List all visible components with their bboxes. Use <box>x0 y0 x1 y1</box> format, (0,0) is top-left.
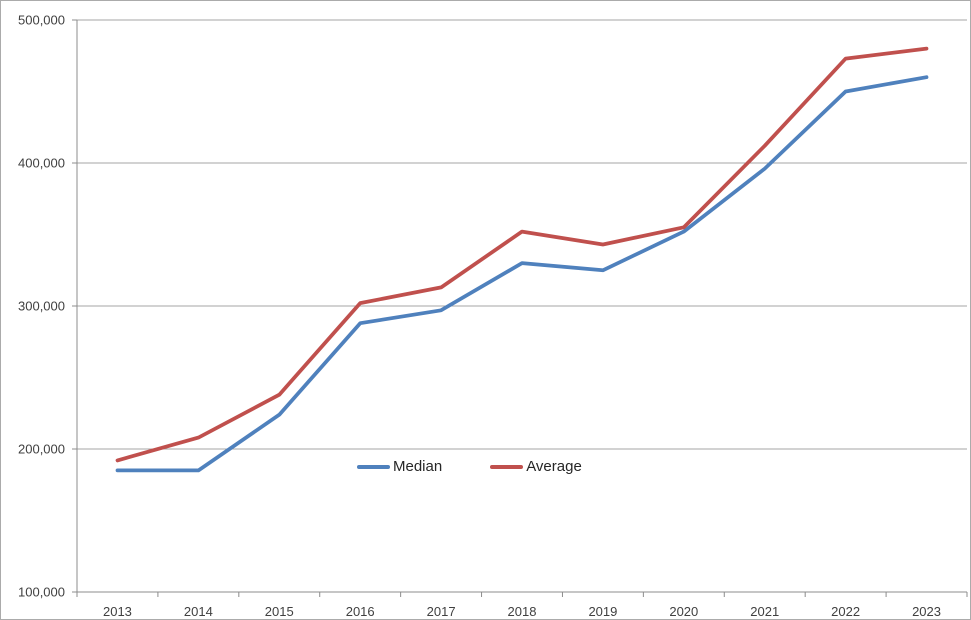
y-axis-label-100000: 100,000 <box>18 585 65 600</box>
chart-legend: Median Average <box>357 458 582 476</box>
y-axis-label-500000: 500,000 <box>18 13 65 28</box>
x-axis-label-2022: 2022 <box>831 604 860 619</box>
x-axis-label-2021: 2021 <box>750 604 779 619</box>
legend-label-average: Average <box>526 458 582 475</box>
series-line-average[interactable] <box>115 46 929 463</box>
x-axis-label-2018: 2018 <box>508 604 537 619</box>
legend-item-average[interactable]: Average <box>490 458 582 476</box>
legend-item-median[interactable]: Median <box>357 458 442 476</box>
x-axis-label-2020: 2020 <box>669 604 698 619</box>
legend-label-median: Median <box>393 458 443 475</box>
legend-line-sample-average <box>490 465 524 469</box>
x-axis-label-2023: 2023 <box>912 604 941 619</box>
series-line-median[interactable] <box>115 75 929 473</box>
x-axis-label-2015: 2015 <box>265 604 294 619</box>
x-axis-label-2016: 2016 <box>346 604 375 619</box>
y-axis-label-200000: 200,000 <box>18 442 65 457</box>
legend-line-sample-median <box>357 465 390 469</box>
y-axis-label-300000: 300,000 <box>18 299 65 314</box>
x-axis-label-2014: 2014 <box>184 604 213 619</box>
x-axis-label-2013: 2013 <box>103 604 132 619</box>
x-axis-label-2017: 2017 <box>427 604 456 619</box>
y-axis-label-400000: 400,000 <box>18 156 65 171</box>
x-axis-label-2019: 2019 <box>588 604 617 619</box>
